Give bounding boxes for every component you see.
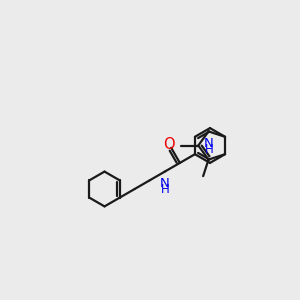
Text: N: N (204, 137, 214, 150)
Text: H: H (205, 143, 214, 156)
Text: N: N (160, 177, 170, 190)
Text: H: H (160, 183, 169, 196)
Text: O: O (164, 137, 175, 152)
